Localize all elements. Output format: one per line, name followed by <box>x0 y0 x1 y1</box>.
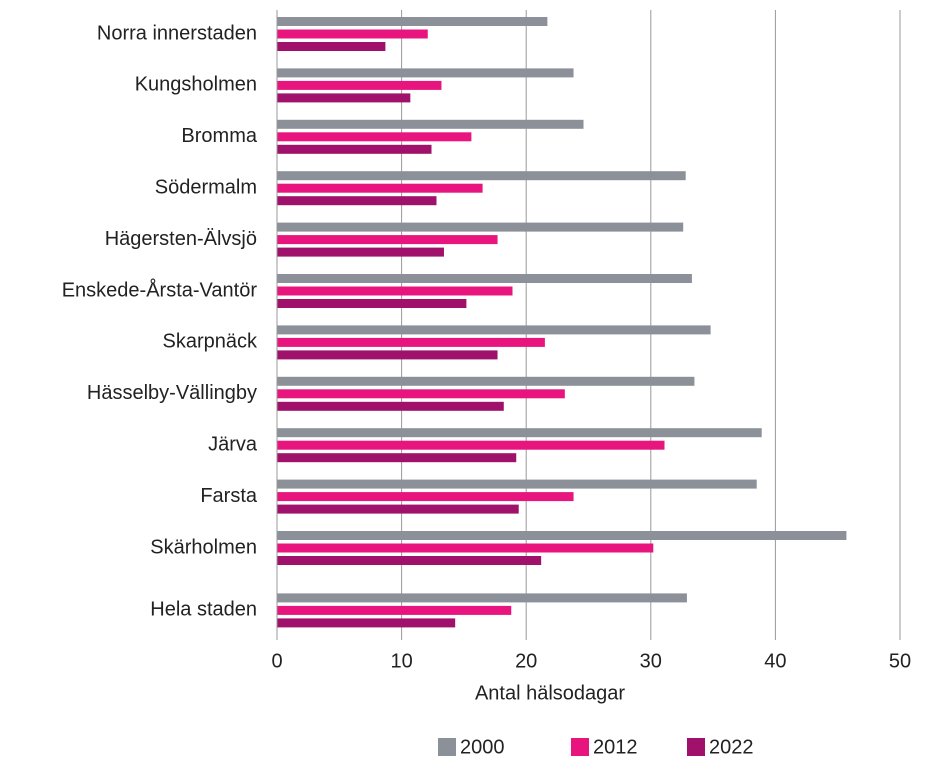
bar <box>277 350 498 360</box>
bar <box>277 93 411 103</box>
legend-swatch <box>687 738 705 756</box>
y-tick-label: Järva <box>208 433 258 455</box>
y-tick-label: Kungsholmen <box>135 74 257 96</box>
x-tick-label: 50 <box>889 650 911 672</box>
bar <box>277 119 584 129</box>
bar <box>277 325 711 335</box>
bar <box>277 401 504 411</box>
bar <box>277 286 513 296</box>
bar <box>277 196 437 206</box>
legend-swatch <box>438 738 456 756</box>
bar <box>277 247 444 257</box>
bar <box>277 337 545 347</box>
y-tick-label: Hässelby-Vällingby <box>87 382 257 404</box>
bar <box>277 556 542 565</box>
bar <box>277 171 686 181</box>
bar <box>277 504 519 514</box>
bar <box>277 376 695 386</box>
bar <box>277 453 517 463</box>
bar <box>277 183 483 193</box>
legend-swatch <box>571 738 589 756</box>
bar <box>277 492 574 502</box>
y-tick-label: Norra innerstaden <box>97 22 257 44</box>
bar <box>277 144 432 154</box>
legend-label: 2012 <box>593 736 638 758</box>
bar <box>277 440 665 450</box>
bar <box>277 299 467 308</box>
y-tick-label: Hägersten-Älvsjö <box>105 228 257 250</box>
y-tick-label: Farsta <box>200 485 258 507</box>
bar <box>277 593 687 603</box>
x-tick-label: 30 <box>640 650 662 672</box>
legend-label: 2022 <box>709 736 754 758</box>
bar <box>277 235 498 245</box>
bar <box>277 531 847 540</box>
x-axis-title: Antal hälsodagar <box>475 682 625 704</box>
bar <box>277 605 512 615</box>
bar <box>277 68 574 78</box>
bar <box>277 29 428 39</box>
x-tick-label: 20 <box>515 650 537 672</box>
bar <box>277 428 762 438</box>
y-tick-label: Enskede-Årsta-Vantör <box>62 278 258 301</box>
bar <box>277 618 456 628</box>
bar <box>277 80 442 90</box>
bar <box>277 132 472 142</box>
x-tick-label: 40 <box>764 650 786 672</box>
y-tick-label: Södermalm <box>155 176 257 198</box>
legend-label: 2000 <box>460 736 505 758</box>
y-tick-label: Hela staden <box>150 599 257 621</box>
y-tick-label: Skärholmen <box>150 536 257 558</box>
bar <box>277 389 565 399</box>
x-tick-label: 0 <box>271 650 282 672</box>
bar <box>277 274 692 283</box>
x-tick-label: 10 <box>390 650 412 672</box>
bar <box>277 17 548 26</box>
bar <box>277 543 654 553</box>
bar <box>277 222 684 232</box>
y-tick-label: Bromma <box>181 125 257 147</box>
bar <box>277 42 386 51</box>
y-tick-label: Skarpnäck <box>163 331 258 353</box>
bar <box>277 479 757 489</box>
